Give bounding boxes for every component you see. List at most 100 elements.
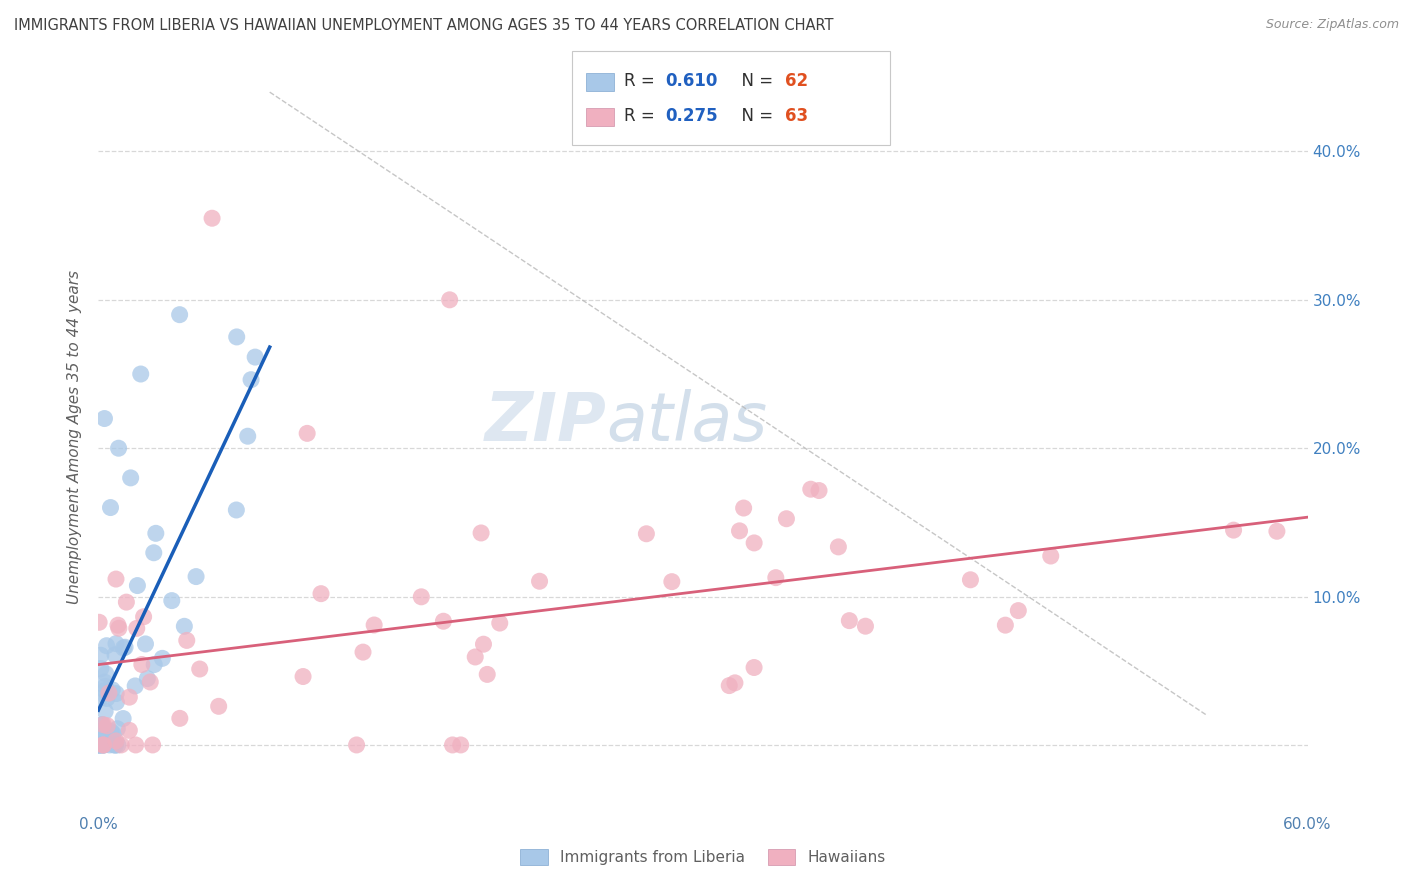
Text: 0.610: 0.610	[665, 72, 717, 90]
Text: 62: 62	[785, 72, 807, 90]
Point	[105, 687, 128, 701]
Point	[91, 717, 114, 731]
Point	[104, 738, 127, 752]
Point	[994, 618, 1017, 632]
Point	[742, 536, 765, 550]
Point	[91, 738, 114, 752]
Point	[309, 587, 332, 601]
Point	[450, 738, 472, 752]
Text: N =: N =	[731, 72, 779, 90]
Point	[742, 660, 765, 674]
Point	[104, 738, 127, 752]
Point	[184, 569, 207, 583]
Point	[90, 661, 112, 675]
Text: R =: R =	[624, 72, 661, 90]
Point	[107, 618, 129, 632]
Point	[104, 648, 127, 662]
Point	[188, 662, 211, 676]
Point	[90, 729, 112, 743]
Point	[87, 738, 110, 752]
Point	[240, 373, 263, 387]
Point	[142, 738, 165, 752]
Point	[472, 637, 495, 651]
Point	[808, 483, 831, 498]
Point	[718, 679, 741, 693]
Text: atlas: atlas	[606, 389, 768, 455]
Point	[101, 682, 124, 697]
Point	[93, 411, 115, 425]
Point	[98, 738, 121, 752]
Point	[103, 727, 125, 741]
Point	[1222, 523, 1244, 537]
Text: N =: N =	[731, 107, 779, 125]
Point	[131, 657, 153, 672]
Point	[87, 724, 110, 739]
Point	[236, 429, 259, 443]
Point	[169, 711, 191, 725]
Point	[169, 308, 191, 322]
Point	[100, 724, 122, 739]
Point	[89, 738, 111, 752]
Point	[104, 734, 127, 748]
Point	[464, 650, 486, 665]
Point	[87, 615, 110, 630]
Point	[477, 667, 499, 681]
Point	[143, 657, 166, 672]
Point	[110, 738, 132, 752]
Point	[733, 501, 755, 516]
Point	[124, 738, 146, 752]
Text: ZIP: ZIP	[485, 389, 606, 455]
Point	[93, 731, 115, 746]
Legend: Immigrants from Liberia, Hawaiians: Immigrants from Liberia, Hawaiians	[515, 843, 891, 871]
Point	[132, 609, 155, 624]
Point	[87, 738, 110, 752]
Point	[1265, 524, 1288, 539]
Point	[96, 719, 118, 733]
Point	[439, 293, 461, 307]
Point	[90, 648, 112, 663]
Point	[827, 540, 849, 554]
Point	[488, 615, 510, 630]
Point	[91, 738, 114, 752]
Text: IMMIGRANTS FROM LIBERIA VS HAWAIIAN UNEMPLOYMENT AMONG AGES 35 TO 44 YEARS CORRE: IMMIGRANTS FROM LIBERIA VS HAWAIIAN UNEM…	[14, 18, 834, 33]
Text: R =: R =	[624, 107, 661, 125]
Point	[120, 471, 142, 485]
Point	[112, 640, 135, 655]
Point	[1039, 549, 1062, 563]
Point	[775, 512, 797, 526]
Point	[91, 718, 114, 732]
Point	[118, 690, 141, 705]
Point	[441, 738, 464, 752]
Point	[176, 633, 198, 648]
Point	[94, 704, 117, 718]
Point	[145, 526, 167, 541]
Point	[94, 683, 117, 698]
Point	[96, 691, 118, 706]
Point	[160, 593, 183, 607]
Point	[142, 546, 165, 560]
Point	[352, 645, 374, 659]
Point	[112, 712, 135, 726]
Point	[91, 738, 114, 752]
Point	[127, 578, 149, 592]
Point	[855, 619, 877, 633]
Point	[959, 573, 981, 587]
Point	[661, 574, 683, 589]
Point	[800, 482, 823, 496]
Point	[363, 618, 385, 632]
Point	[94, 679, 117, 693]
Point	[1007, 604, 1029, 618]
Point	[91, 717, 114, 731]
Point	[104, 572, 127, 586]
Point	[105, 695, 128, 709]
Point	[97, 686, 120, 700]
Text: 0.275: 0.275	[665, 107, 717, 125]
Point	[529, 574, 551, 589]
Point	[90, 738, 112, 752]
Point	[114, 640, 136, 655]
Point	[295, 426, 318, 441]
Point	[87, 738, 110, 752]
Point	[636, 526, 658, 541]
Point	[728, 524, 751, 538]
Point	[105, 637, 128, 651]
